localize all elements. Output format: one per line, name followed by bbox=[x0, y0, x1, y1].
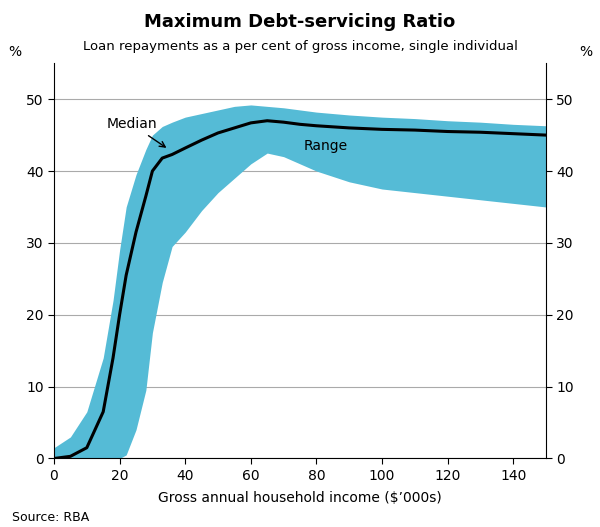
Text: %: % bbox=[579, 45, 592, 60]
Text: Loan repayments as a per cent of gross income, single individual: Loan repayments as a per cent of gross i… bbox=[83, 40, 517, 53]
Text: Maximum Debt-servicing Ratio: Maximum Debt-servicing Ratio bbox=[145, 13, 455, 31]
X-axis label: Gross annual household income ($’000s): Gross annual household income ($’000s) bbox=[158, 491, 442, 505]
Text: %: % bbox=[8, 45, 21, 60]
Text: Source: RBA: Source: RBA bbox=[12, 511, 89, 524]
Text: Median: Median bbox=[106, 118, 165, 147]
Text: Range: Range bbox=[303, 139, 347, 153]
